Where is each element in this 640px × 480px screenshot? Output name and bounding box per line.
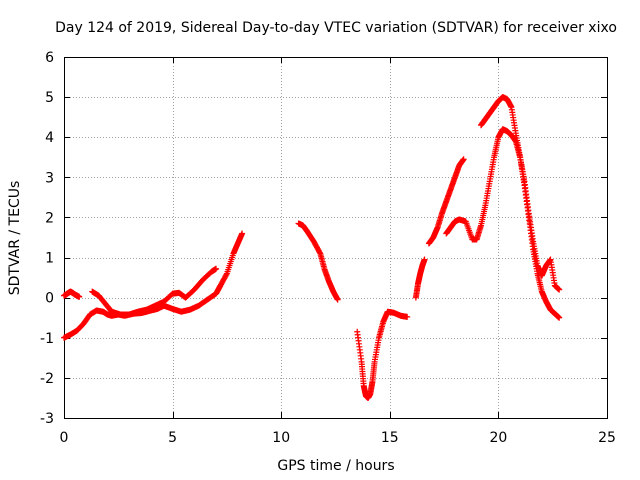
series-e [354, 308, 411, 401]
y-tick-label: -3 [40, 411, 54, 427]
x-axis-label: GPS time / hours [277, 458, 394, 474]
x-tick-label: 10 [272, 430, 290, 446]
data-point [460, 156, 467, 163]
data-point [76, 293, 83, 300]
series-i [478, 94, 563, 321]
data-point [239, 230, 246, 237]
data-point [334, 296, 341, 303]
y-tick-label: -2 [40, 371, 54, 387]
series-a [61, 288, 83, 300]
data-point [223, 271, 230, 278]
series-b [61, 230, 246, 341]
x-tick-label: 5 [168, 430, 177, 446]
y-tick-label: 1 [45, 251, 54, 267]
chart-title: Day 124 of 2019, Sidereal Day-to-day VTE… [55, 20, 617, 36]
y-tick-label: -1 [40, 331, 54, 347]
y-tick-label: 5 [45, 90, 54, 106]
data-point [404, 313, 411, 320]
series-c [89, 265, 220, 318]
data-point [556, 314, 563, 321]
series-h [443, 126, 563, 293]
grid [64, 57, 607, 418]
y-tick-label: 6 [45, 50, 54, 66]
x-tick-label: 25 [598, 430, 616, 446]
x-tick-label: 15 [381, 430, 399, 446]
data-point [213, 265, 220, 272]
series-g [425, 156, 467, 247]
axis-ticks: 0 5 10 15 20 25 -3 -2 -1 0 1 2 3 4 5 6 [40, 50, 616, 446]
series-f [412, 256, 428, 301]
x-tick-label: 20 [489, 430, 507, 446]
y-tick-label: 0 [45, 291, 54, 307]
y-tick-label: 2 [45, 210, 54, 226]
plot-frame [64, 57, 608, 419]
y-axis-label: SDTVAR / TECUs [7, 181, 23, 296]
data-point [556, 286, 563, 293]
x-tick-label: 0 [60, 430, 69, 446]
series-d [295, 220, 341, 303]
data-point [421, 256, 428, 263]
y-tick-label: 4 [45, 130, 54, 146]
data-point [316, 249, 323, 256]
y-tick-label: 3 [45, 170, 54, 186]
data-marks [61, 94, 563, 401]
